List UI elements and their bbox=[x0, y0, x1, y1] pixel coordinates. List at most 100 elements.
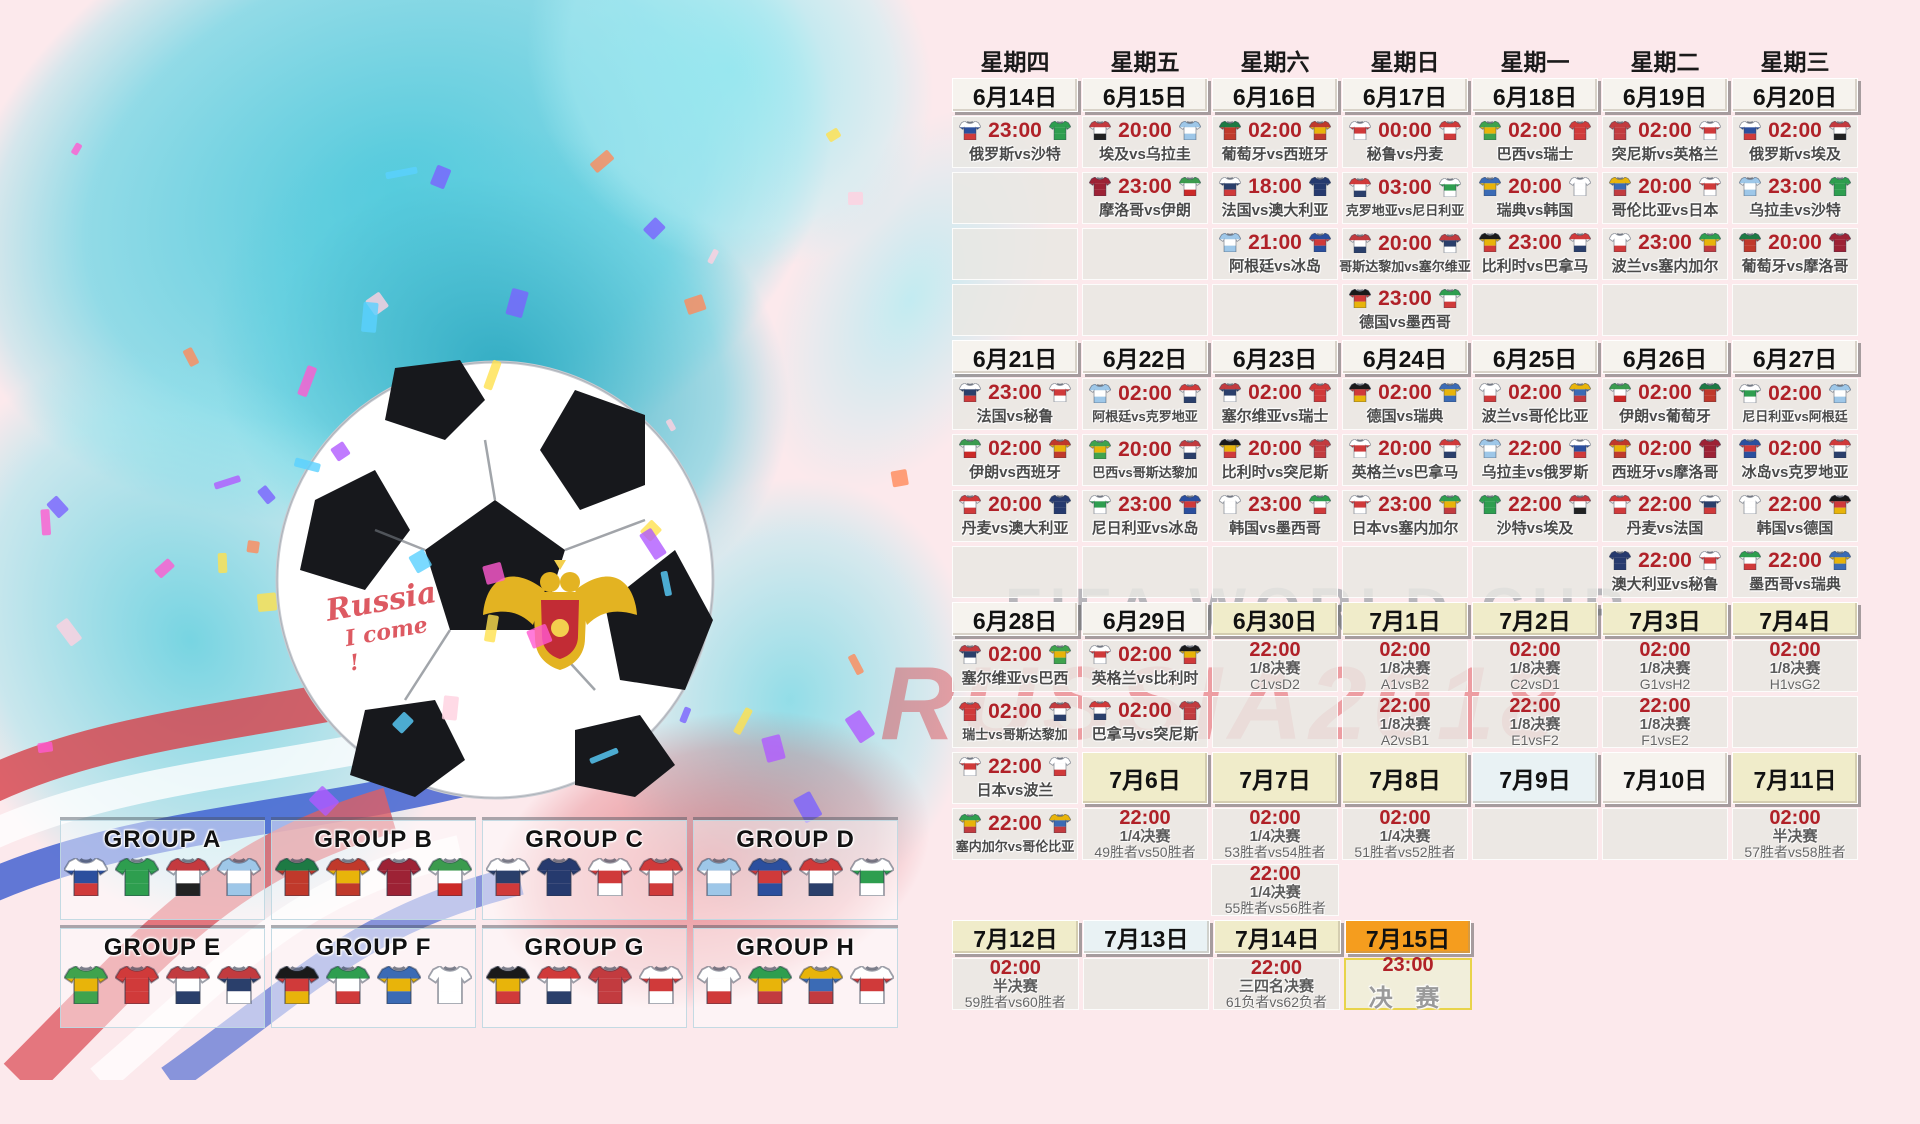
match-time: 22:00 bbox=[1249, 638, 1301, 661]
jersey-icon-阿根廷 bbox=[1089, 384, 1112, 403]
jersey-icon-比利时 bbox=[1479, 233, 1502, 252]
match-cell: 21:00 阿根廷vs冰岛 bbox=[1212, 228, 1338, 280]
match-teams: 秘鲁vs丹麦 bbox=[1366, 146, 1444, 163]
knockout-cell: 22:00 三四名决赛 61负者vs62负者 bbox=[1213, 957, 1340, 1010]
jersey-icon-尼日利亚 bbox=[1089, 495, 1112, 514]
match-time-row: 02:00 bbox=[1219, 382, 1331, 403]
date-header: 6月28日 bbox=[952, 602, 1078, 636]
knockout-cell: 22:00 1/8决赛 F1vsE2 bbox=[1602, 695, 1728, 749]
group-jerseys bbox=[486, 966, 683, 1004]
date-header: 7月7日 bbox=[1212, 752, 1338, 804]
match-teams: 克罗地亚vs尼日利亚 bbox=[1345, 203, 1465, 218]
jersey-icon-澳大利亚 bbox=[1609, 551, 1632, 570]
match-teams: 尼日利亚vs冰岛 bbox=[1091, 520, 1199, 537]
knockout-pairing: H1vsG2 bbox=[1769, 676, 1821, 693]
knockout-cell: 22:00 1/4决赛 55胜者vs56胜者 bbox=[1211, 862, 1340, 916]
match-time: 23:00 bbox=[1378, 493, 1432, 516]
jersey-icon-澳大利亚 bbox=[1308, 177, 1331, 196]
date-header: 7月14日 bbox=[1213, 920, 1341, 954]
jersey-icon-俄罗斯 bbox=[1568, 439, 1591, 458]
jersey-icon-摩洛哥 bbox=[1698, 439, 1721, 458]
confetti-piece bbox=[360, 300, 379, 333]
match-time-row: 18:00 bbox=[1219, 176, 1331, 197]
jersey-icon-丹麦 bbox=[1609, 495, 1632, 514]
match-cell: 23:00 比利时vs巴拿马 bbox=[1472, 228, 1598, 280]
knockout-pairing: F1vsE2 bbox=[1641, 732, 1689, 749]
jersey-icon-乌拉圭 bbox=[1178, 121, 1201, 140]
match-time: 23:00 bbox=[988, 119, 1042, 142]
date-header: 6月25日 bbox=[1472, 340, 1598, 374]
match-teams: 比利时vs巴拿马 bbox=[1481, 258, 1589, 275]
match-cell: 02:00 伊朗vs西班牙 bbox=[952, 434, 1078, 486]
knockout-stage: 1/4决赛 bbox=[1249, 883, 1301, 901]
jersey-icon-克罗地亚 bbox=[1349, 178, 1372, 197]
match-teams: 澳大利亚vs秘鲁 bbox=[1611, 576, 1719, 593]
empty-cell bbox=[1602, 284, 1728, 336]
date-header: 7月13日 bbox=[1082, 920, 1210, 954]
jersey-icon-克罗地亚 bbox=[1178, 384, 1201, 403]
match-time: 22:00 bbox=[1249, 862, 1301, 885]
date-header: 6月23日 bbox=[1212, 340, 1338, 374]
match-cell: 02:00 波兰vs哥伦比亚 bbox=[1472, 378, 1598, 430]
match-teams: 韩国vs墨西哥 bbox=[1229, 520, 1321, 537]
groups-panel: GROUP A GROUP B GROUP C bbox=[60, 820, 906, 1036]
date-header: 7月3日 bbox=[1602, 602, 1728, 636]
empty-cell bbox=[1082, 546, 1208, 598]
match-cell: 20:00 比利时vs突尼斯 bbox=[1212, 434, 1338, 486]
confetti-piece bbox=[891, 468, 910, 487]
match-cell: 22:00 丹麦vs法国 bbox=[1602, 490, 1728, 542]
match-time: 02:00 bbox=[1118, 643, 1172, 666]
date-header: 6月30日 bbox=[1212, 602, 1338, 636]
match-teams: 塞尔维亚vs巴西 bbox=[961, 670, 1069, 687]
match-teams: 法国vs秘鲁 bbox=[976, 408, 1054, 425]
match-time-row: 02:00 bbox=[1739, 438, 1851, 459]
match-time: 22:00 bbox=[1379, 694, 1431, 717]
match-teams: 波兰vs哥伦比亚 bbox=[1481, 408, 1589, 425]
empty-cell bbox=[1732, 284, 1858, 336]
jersey-icon-伊朗 bbox=[428, 858, 472, 896]
match-cell: 02:00 瑞士vs哥斯达黎加 bbox=[952, 696, 1078, 748]
knockout-pairing: 49胜者vs50胜者 bbox=[1094, 844, 1196, 861]
match-time: 02:00 bbox=[1769, 806, 1821, 829]
jersey-icon-沙特 bbox=[1048, 121, 1071, 140]
match-time: 02:00 bbox=[1118, 382, 1172, 405]
match-time: 02:00 bbox=[1638, 437, 1692, 460]
match-teams: 乌拉圭vs俄罗斯 bbox=[1481, 464, 1589, 481]
match-time: 23:00 bbox=[1638, 231, 1692, 254]
match-cell: 02:00 英格兰vs比利时 bbox=[1082, 640, 1208, 692]
match-teams: 瑞士vs哥斯达黎加 bbox=[962, 727, 1068, 742]
date-header: 6月16日 bbox=[1212, 78, 1338, 112]
match-time-row: 23:00 bbox=[1349, 494, 1461, 515]
final-stage: 决 赛 bbox=[1368, 985, 1448, 1012]
match-time-row: 23:00 bbox=[1089, 176, 1201, 197]
match-cell: 23:00 俄罗斯vs沙特 bbox=[952, 116, 1078, 168]
group-box-A: GROUP A bbox=[60, 820, 265, 920]
match-time-row: 22:00 bbox=[1739, 494, 1851, 515]
match-cell: 22:00 沙特vs埃及 bbox=[1472, 490, 1598, 542]
empty-cell bbox=[952, 284, 1078, 336]
jersey-icon-墨西哥 bbox=[1438, 289, 1461, 308]
knockout-pairing: 59胜者vs60胜者 bbox=[964, 994, 1066, 1011]
match-time: 02:00 bbox=[1379, 806, 1431, 829]
jersey-icon-哥斯达黎加 bbox=[1048, 702, 1071, 721]
schedule-row: 6月14日 6月15日 6月16日 6月17日 6月18日 6月19日 6月20日 bbox=[952, 78, 1858, 112]
knockout-stage: 半决赛 bbox=[1772, 827, 1818, 845]
match-time: 20:00 bbox=[1378, 232, 1432, 255]
date-header: 6月22日 bbox=[1082, 340, 1208, 374]
match-cell: 02:00 突尼斯vs英格兰 bbox=[1602, 116, 1728, 168]
match-cell: 23:00 日本vs塞内加尔 bbox=[1342, 490, 1468, 542]
knockout-stage: 半决赛 bbox=[992, 977, 1038, 995]
group-title: GROUP G bbox=[524, 934, 645, 961]
match-teams: 阿根廷vs克罗地亚 bbox=[1092, 409, 1198, 424]
knockout-cell: 02:00 1/8决赛 H1vsG2 bbox=[1732, 639, 1858, 693]
group-jerseys bbox=[486, 858, 683, 896]
empty-cell bbox=[1472, 284, 1598, 336]
match-time: 20:00 bbox=[1118, 438, 1172, 461]
russia-crest bbox=[483, 560, 637, 670]
schedule-row: 22:00 塞内加尔vs哥伦比亚 22:00 1/4决赛 49胜者vs50胜者 02… bbox=[952, 806, 1858, 861]
match-time: 02:00 bbox=[1248, 119, 1302, 142]
match-time-row: 02:00 bbox=[1089, 644, 1201, 665]
match-teams: 哥伦比亚vs日本 bbox=[1611, 202, 1719, 219]
jersey-icon-德国 bbox=[1828, 495, 1851, 514]
jersey-icon-葡萄牙 bbox=[1739, 233, 1762, 252]
